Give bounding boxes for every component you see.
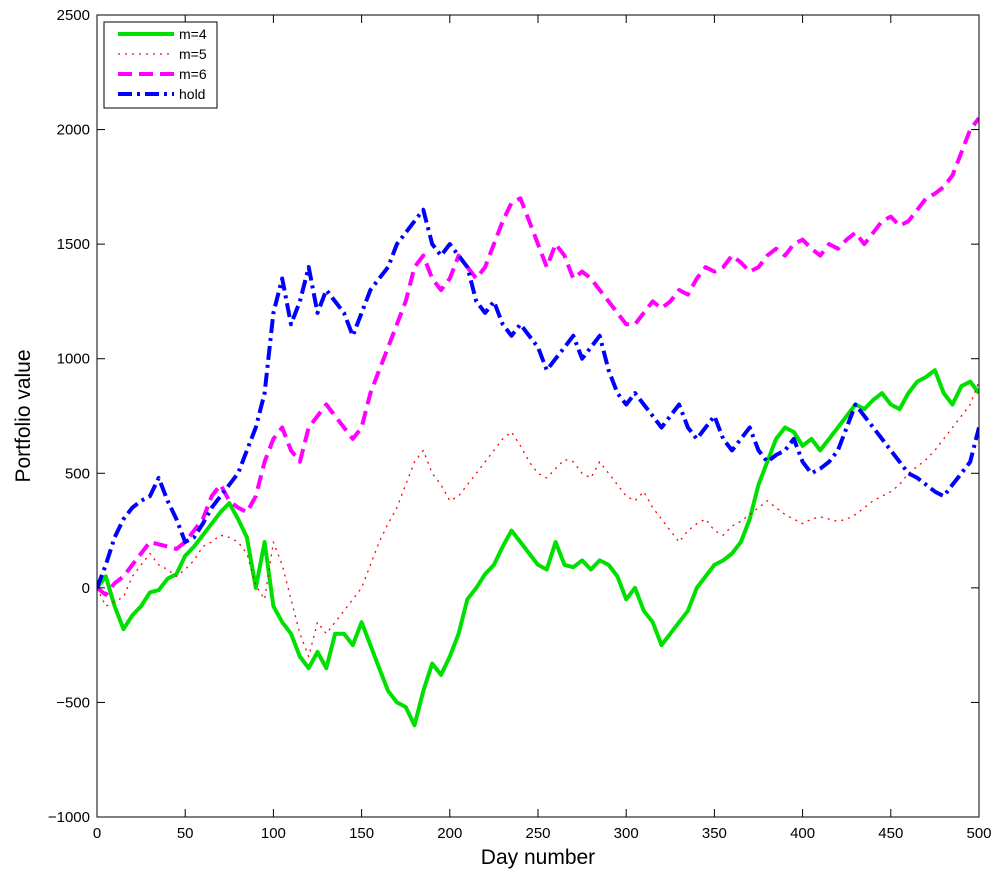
legend-label: m=5 [179,46,207,62]
x-axis-label: Day number [481,846,595,869]
series-line-hold [97,207,979,589]
series-line-m=6 [97,116,979,597]
y-tick-label: 1000 [57,351,90,368]
y-tick-label: 2000 [57,122,90,139]
y-tick-label: 0 [82,580,90,597]
x-tick-label: 300 [614,825,639,842]
x-tick-label: 400 [790,825,815,842]
y-tick-label: 1500 [57,236,90,253]
axes-layer: 0 50 100 150 200 250 300 350 400 450 500 −1000 −500 0… [48,7,992,842]
legend-label: m=4 [179,26,207,42]
x-tick-label: 350 [702,825,727,842]
series-line-m=5 [97,381,979,658]
x-tick-label: 150 [349,825,374,842]
x-tick-label: 0 [93,825,101,842]
y-tick-label: −1000 [48,809,90,826]
x-tick-label: 200 [437,825,462,842]
legend: m=4 m=5 m=6 hold [103,21,218,109]
series-layer [97,116,979,728]
plot-area [97,15,979,817]
legend-label: hold [179,86,205,102]
x-tick-label: 450 [878,825,903,842]
x-tick-label: 50 [177,825,194,842]
x-tick-label: 250 [525,825,550,842]
y-tick-label: 2500 [57,7,90,24]
y-tick-label: −500 [56,694,90,711]
y-axis-label: Portfolio value [12,349,35,482]
series-line-m=4 [97,368,979,728]
legend-label: m=6 [179,66,207,82]
x-tick-label: 500 [966,825,991,842]
x-tick-label: 100 [261,825,286,842]
y-tick-label: 500 [65,465,90,482]
